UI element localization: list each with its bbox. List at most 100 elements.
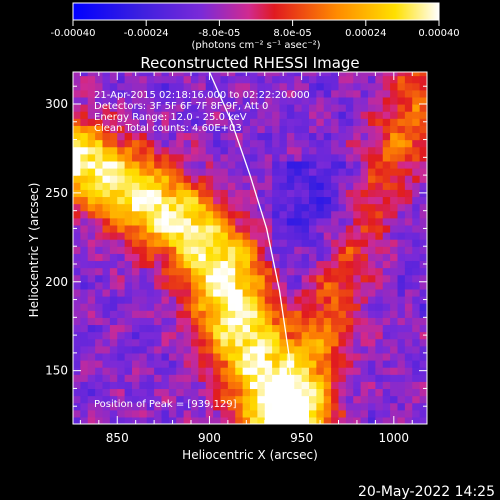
- heatmap-cell: [301, 338, 310, 347]
- heatmap-cell: [264, 104, 273, 112]
- heatmap-cell: [161, 374, 170, 382]
- heatmap-cell: [205, 89, 214, 98]
- heatmap-cell: [146, 75, 155, 84]
- heatmap-cell: [213, 381, 222, 390]
- heatmap-cell: [250, 210, 258, 219]
- heatmap-cell: [294, 395, 303, 404]
- heatmap-cell: [412, 409, 421, 418]
- heatmap-cell: [235, 260, 244, 269]
- heatmap-cell: [102, 288, 111, 297]
- heatmap-cell: [250, 118, 258, 126]
- heatmap-cell: [183, 381, 192, 390]
- heatmap-cell: [301, 324, 310, 333]
- heatmap-cell: [397, 388, 406, 397]
- heatmap-cell: [286, 168, 295, 176]
- heatmap-cell: [132, 338, 140, 347]
- heatmap-cell: [168, 402, 177, 411]
- heatmap-cell: [176, 210, 185, 219]
- heatmap-cell: [294, 224, 303, 233]
- heatmap-cell: [80, 72, 89, 77]
- heatmap-cell: [220, 296, 229, 304]
- heatmap-cell: [80, 89, 89, 98]
- heatmap-cell: [124, 409, 133, 418]
- heatmap-cell: [198, 104, 207, 112]
- heatmap-cell: [227, 416, 236, 424]
- heatmap-cell: [102, 89, 111, 98]
- heatmap-cell: [109, 203, 118, 212]
- heatmap-cell: [161, 409, 170, 418]
- heatmap-cell: [168, 274, 177, 283]
- heatmap-cell: [338, 125, 347, 134]
- heatmap-cell: [316, 338, 325, 347]
- heatmap-cell: [117, 274, 126, 283]
- heatmap-cell: [227, 296, 236, 304]
- heatmap-cell: [132, 89, 140, 98]
- heatmap-cell: [73, 203, 81, 212]
- heatmap-cell: [117, 72, 126, 77]
- heatmap-cell: [390, 253, 399, 262]
- heatmap-cell: [257, 281, 266, 290]
- heatmap-cell: [95, 146, 104, 155]
- heatmap-cell: [323, 388, 332, 397]
- heatmap-cell: [272, 96, 281, 105]
- heatmap-cell: [294, 146, 303, 155]
- heatmap-cell: [109, 416, 118, 424]
- heatmap-cell: [102, 96, 111, 105]
- heatmap-cell: [309, 82, 317, 91]
- heatmap-cell: [220, 395, 229, 404]
- heatmap-cell: [132, 189, 140, 198]
- heatmap-cell: [146, 274, 155, 283]
- heatmap-cell: [309, 360, 317, 368]
- heatmap-cell: [132, 210, 140, 219]
- heatmap-cell: [132, 82, 140, 91]
- heatmap-cell: [286, 267, 295, 276]
- heatmap-cell: [117, 338, 126, 347]
- heatmap-cell: [117, 210, 126, 219]
- heatmap-cell: [301, 388, 310, 397]
- heatmap-cell: [109, 82, 118, 91]
- heatmap-cell: [139, 210, 148, 219]
- heatmap-cell: [338, 345, 347, 354]
- heatmap-cell: [419, 160, 427, 169]
- heatmap-cell: [368, 303, 376, 311]
- heatmap-cell: [294, 239, 303, 247]
- heatmap-cell: [205, 232, 214, 240]
- heatmap-cell: [87, 139, 96, 148]
- heatmap-cell: [109, 367, 118, 375]
- heatmap-cell: [338, 367, 347, 375]
- heatmap-cell: [250, 139, 258, 148]
- heatmap-cell: [279, 274, 288, 283]
- heatmap-cell: [412, 96, 421, 105]
- heatmap-cell: [183, 338, 192, 347]
- heatmap-cell: [73, 132, 81, 141]
- heatmap-cell: [191, 217, 199, 226]
- heatmap-cell: [109, 239, 118, 247]
- heatmap-cell: [161, 253, 170, 262]
- heatmap-cell: [390, 296, 399, 304]
- heatmap-cell: [213, 89, 222, 98]
- heatmap-cell: [198, 224, 207, 233]
- heatmap-cell: [323, 175, 332, 183]
- heatmap-cell: [242, 345, 251, 354]
- heatmap-cell: [95, 111, 104, 119]
- heatmap-cell: [272, 203, 281, 212]
- heatmap-cell: [264, 168, 273, 176]
- heatmap-cell: [191, 388, 199, 397]
- heatmap-cell: [331, 132, 340, 141]
- heatmap-cell: [235, 175, 244, 183]
- heatmap-cell: [338, 89, 347, 98]
- heatmap-cell: [309, 182, 317, 190]
- heatmap-cell: [80, 168, 89, 176]
- heatmap-cell: [353, 217, 362, 226]
- heatmap-cell: [382, 203, 391, 212]
- heatmap-cell: [294, 132, 303, 141]
- heatmap-cell: [154, 239, 163, 247]
- heatmap-cell: [176, 395, 185, 404]
- heatmap-cell: [338, 72, 347, 77]
- heatmap-cell: [242, 367, 251, 375]
- heatmap-cell: [227, 96, 236, 105]
- heatmap-cell: [146, 360, 155, 368]
- heatmap-cell: [213, 111, 222, 119]
- heatmap-cell: [146, 168, 155, 176]
- heatmap-cell: [264, 381, 273, 390]
